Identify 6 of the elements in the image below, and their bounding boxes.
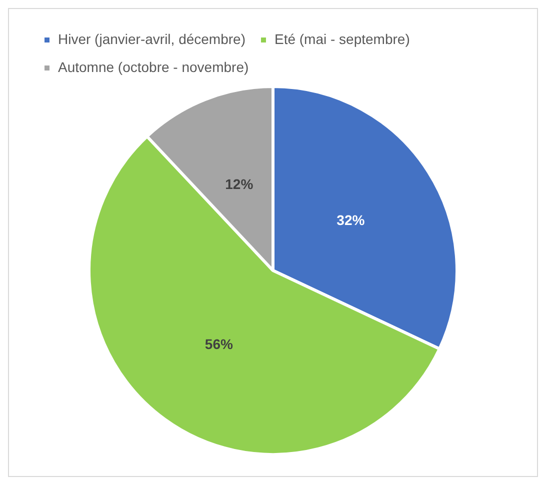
data-label: 56% xyxy=(204,336,234,352)
data-label: 32% xyxy=(336,212,366,228)
data-label: 12% xyxy=(225,176,254,192)
legend-label: Eté (mai - septembre) xyxy=(274,30,410,47)
legend-label: Hiver (janvier-avril, décembre) xyxy=(58,30,246,47)
legend-label: Automne (octobre - novembre) xyxy=(58,58,249,75)
